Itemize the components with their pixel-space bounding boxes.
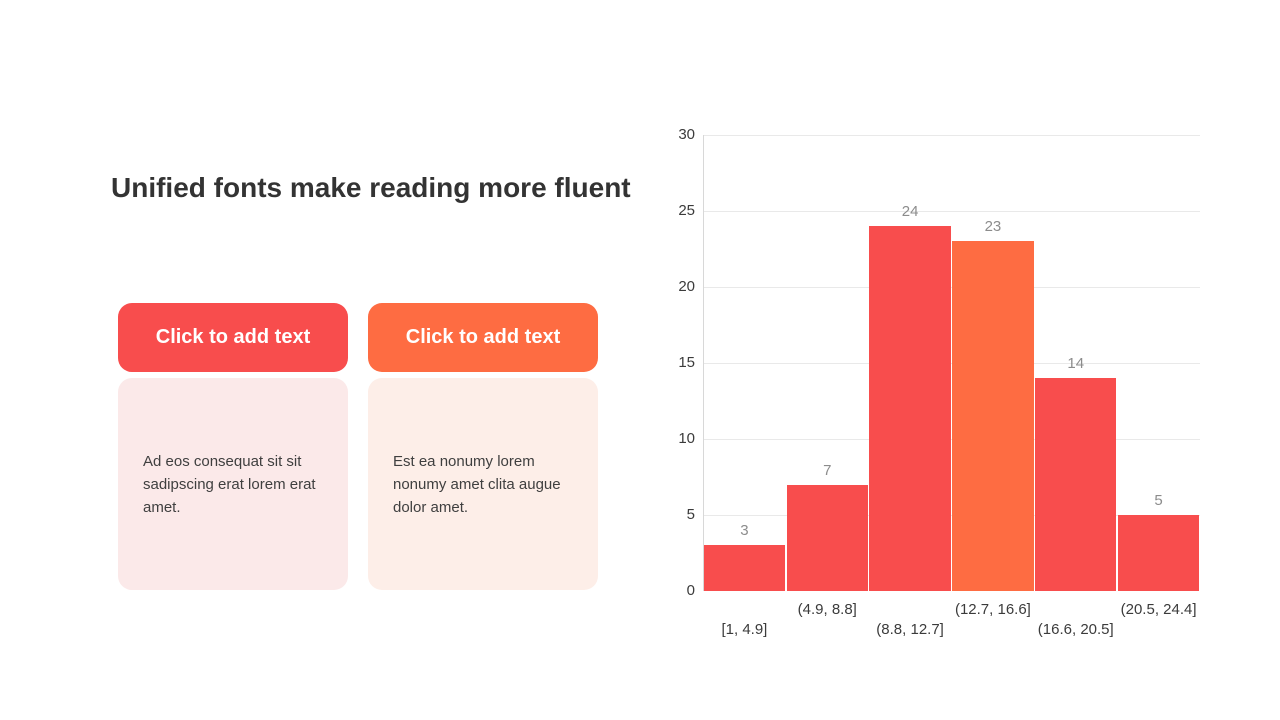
y-tick-label: 20 [678, 278, 695, 295]
gridline [703, 362, 1200, 364]
y-tick-label: 30 [678, 126, 695, 143]
bar-value-label: 3 [740, 522, 749, 540]
card-text: Ad eos consequat sit sit sadipscing erat… [143, 452, 316, 516]
bar-value-label: 5 [1154, 492, 1163, 509]
text-placeholder-card-right[interactable]: Est ea nonumy lorem nonumy amet clita au… [368, 378, 598, 590]
y-tick-label: 0 [686, 582, 695, 599]
bar-value-label: 7 [823, 461, 832, 479]
x-tick-label: (20.5, 24.4] [1120, 601, 1197, 618]
y-tick-label: 5 [686, 506, 695, 523]
gridline [703, 438, 1200, 440]
gridline [703, 286, 1200, 288]
x-tick-label: [1, 4.9] [721, 621, 768, 638]
bar-value-label: 14 [1067, 355, 1085, 373]
bar-value-label: 23 [984, 218, 1002, 236]
card-text: Est ea nonumy lorem nonumy amet clita au… [393, 452, 561, 516]
histogram-bar [952, 241, 1034, 591]
gridline [703, 514, 1200, 516]
bar-value-label: 24 [901, 203, 919, 221]
x-tick-label: (8.8, 12.7] [876, 621, 944, 638]
histogram-bar [1035, 378, 1117, 591]
x-tick-label: (16.6, 20.5] [1037, 621, 1114, 638]
x-tick-label: (12.7, 16.6] [954, 601, 1031, 618]
histogram-bar [786, 484, 868, 591]
histogram-bar [703, 545, 786, 591]
histogram-bar [869, 226, 951, 591]
y-axis-line [703, 135, 704, 591]
gridline [703, 134, 1200, 136]
x-tick-label: (4.9, 8.8] [797, 601, 857, 618]
add-text-button-orange[interactable]: Click to add text [368, 303, 598, 372]
histogram-bar [1117, 515, 1200, 591]
y-tick-label: 15 [678, 354, 695, 371]
y-tick-label: 25 [678, 202, 695, 219]
gridline [703, 210, 1200, 212]
slide-title: Unified fonts make reading more fluent [111, 171, 631, 203]
plot-area: 0 5 10 15 20 25 30 3 [1, 4.9] 7 (4.9, 8.8] 24 (8.8, … [678, 126, 1200, 638]
y-tick-label: 10 [678, 430, 695, 447]
add-text-button-red[interactable]: Click to add text [118, 303, 348, 372]
text-placeholder-card-left[interactable]: Ad eos consequat sit sit sadipscing erat… [118, 378, 348, 590]
